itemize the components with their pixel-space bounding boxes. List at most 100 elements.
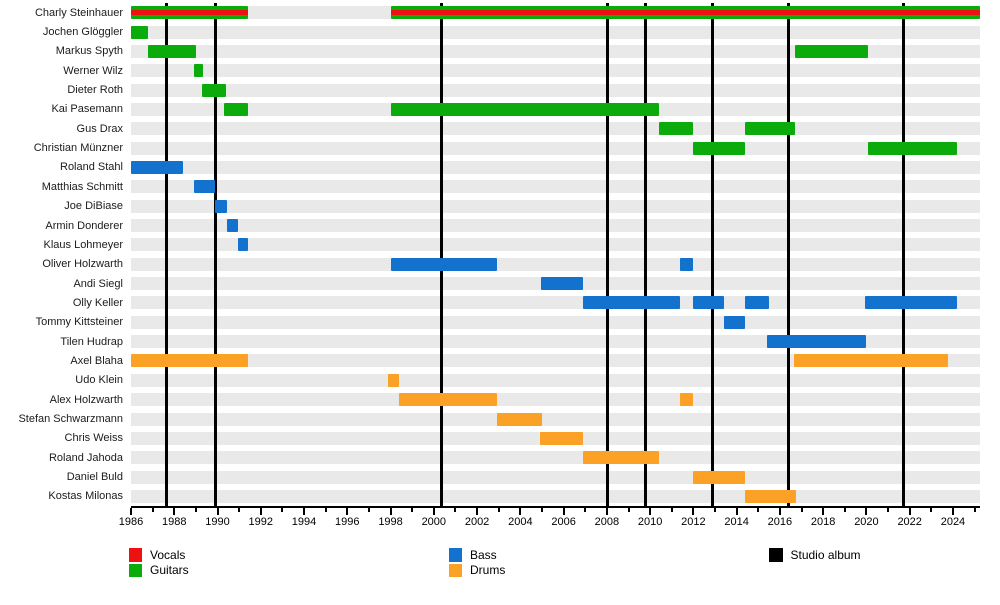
x-axis-tick-label: 2020: [854, 516, 879, 529]
member-name-armin-donderer: Armin Donderer: [45, 219, 123, 232]
row-band: [131, 199, 980, 213]
x-axis-tick-label: 2000: [421, 516, 447, 529]
period-bar-bass: [680, 257, 694, 271]
member-name-stefan-schwarzmann: Stefan Schwarzmann: [18, 413, 123, 426]
studio-album-line: [165, 3, 169, 507]
x-axis-major-tick: [303, 508, 306, 516]
row-band: [131, 315, 980, 329]
studio-album-line: [787, 3, 791, 507]
period-bar-guitars: [131, 6, 248, 20]
period-bar-drums: [496, 412, 542, 426]
period-bar-drums: [583, 451, 659, 465]
studio-album-line: [439, 3, 443, 507]
member-name-udo-klein: Udo Klein: [75, 374, 123, 387]
member-name-charly-steinhauer: Charly Steinhauer: [34, 6, 123, 19]
row-band: [131, 257, 980, 271]
row-band: [131, 451, 980, 465]
member-name-olly-keller: Olly Keller: [72, 296, 123, 309]
period-bar-bass: [583, 296, 681, 310]
row-band: [131, 219, 980, 233]
period-bar-bass: [215, 199, 228, 213]
member-name-klaus-lohmeyer: Klaus Lohmeyer: [43, 238, 124, 251]
row-band: [131, 238, 980, 252]
period-bar-drums: [388, 373, 400, 387]
period-bar-drums: [793, 354, 948, 368]
member-name-axel-blaha: Axel Blaha: [70, 354, 123, 367]
legend-label-guitars: Guitars: [150, 563, 189, 578]
member-name-werner-wilz: Werner Wilz: [63, 64, 123, 77]
x-axis-minor-tick: [973, 508, 976, 513]
studio-album-line: [711, 3, 715, 507]
legend-label-drums: Drums: [470, 563, 506, 578]
x-axis-minor-tick: [454, 508, 457, 513]
x-axis-tick-label: 2014: [724, 516, 749, 529]
x-axis-tick-label: 2018: [810, 516, 836, 529]
legend-label-vocals: Vocals: [150, 547, 186, 562]
x-axis-tick-label: 1990: [205, 516, 230, 529]
member-name-christian-m-nzner: Christian Münzner: [33, 142, 123, 155]
x-axis-major-tick: [908, 508, 911, 516]
row-band: [131, 354, 980, 368]
x-axis-minor-tick: [843, 508, 846, 513]
row-band: [131, 64, 980, 78]
period-bar-guitars: [795, 44, 868, 58]
member-name-dieter-roth: Dieter Roth: [67, 84, 123, 97]
x-axis-major-tick: [130, 508, 132, 516]
studio-album-line: [213, 3, 217, 507]
period-bar-bass: [131, 160, 183, 174]
x-axis-tick-label: 2002: [464, 516, 490, 529]
x-axis-major-tick: [951, 508, 954, 516]
x-axis-tick-label: 2008: [594, 516, 620, 529]
member-name-andi-siegl: Andi Siegl: [73, 277, 123, 290]
period-bar-guitars: [390, 102, 659, 116]
x-axis-major-tick: [346, 508, 349, 516]
x-axis-minor-tick: [324, 508, 327, 513]
period-bar-bass: [745, 296, 770, 310]
x-axis-major-tick: [562, 508, 565, 516]
member-name-kostas-milonas: Kostas Milonas: [48, 490, 123, 503]
x-axis-tick-label: 1996: [335, 516, 360, 529]
period-bar-drums: [680, 393, 694, 407]
x-axis-tick-label: 2004: [508, 516, 533, 529]
x-axis-tick-label: 1992: [248, 516, 274, 529]
member-name-daniel-buld: Daniel Buld: [66, 471, 123, 484]
period-bar-bass: [390, 257, 497, 271]
period-bar-guitars: [148, 44, 196, 58]
period-bar-guitars: [693, 141, 746, 155]
x-axis-tick-label: 2024: [940, 516, 966, 529]
legend-swatch-guitars: [128, 563, 142, 578]
x-axis-major-tick: [389, 508, 392, 516]
x-axis-minor-tick: [627, 508, 630, 513]
row-band: [131, 83, 980, 97]
x-axis-tick-label: 1986: [118, 516, 144, 529]
period-bar-guitars: [658, 122, 694, 136]
period-bar-drums: [539, 431, 584, 445]
member-name-kai-pasemann: Kai Pasemann: [51, 103, 123, 116]
x-axis-major-tick: [822, 508, 825, 516]
period-bar-bass: [227, 219, 239, 233]
studio-album-line: [644, 3, 648, 507]
x-axis-major-tick: [692, 508, 695, 516]
x-axis-minor-tick: [194, 508, 197, 513]
x-axis-minor-tick: [367, 508, 370, 513]
period-stripe-vocals: [390, 10, 980, 16]
x-axis-minor-tick: [281, 508, 284, 513]
row-band: [131, 141, 980, 155]
x-axis-minor-tick: [497, 508, 500, 513]
row-band: [131, 180, 980, 194]
row-band: [131, 122, 980, 136]
period-bar-guitars: [202, 83, 227, 97]
x-axis-major-tick: [865, 508, 868, 516]
x-axis-tick-label: 2006: [551, 516, 576, 529]
member-name-jochen-gl-ggler: Jochen Glöggler: [42, 26, 123, 39]
x-axis-minor-tick: [584, 508, 587, 513]
member-name-tilen-hudrap: Tilen Hudrap: [60, 335, 123, 348]
x-axis-tick-label: 2010: [637, 516, 663, 529]
legend-swatch-vocals: [128, 548, 142, 562]
studio-album-line: [901, 3, 905, 507]
legend-label-studio-album: Studio album: [790, 547, 861, 562]
x-axis-tick-label: 2012: [681, 516, 706, 529]
member-name-tommy-kittsteiner: Tommy Kittsteiner: [35, 316, 123, 329]
x-axis-major-tick: [778, 508, 781, 516]
